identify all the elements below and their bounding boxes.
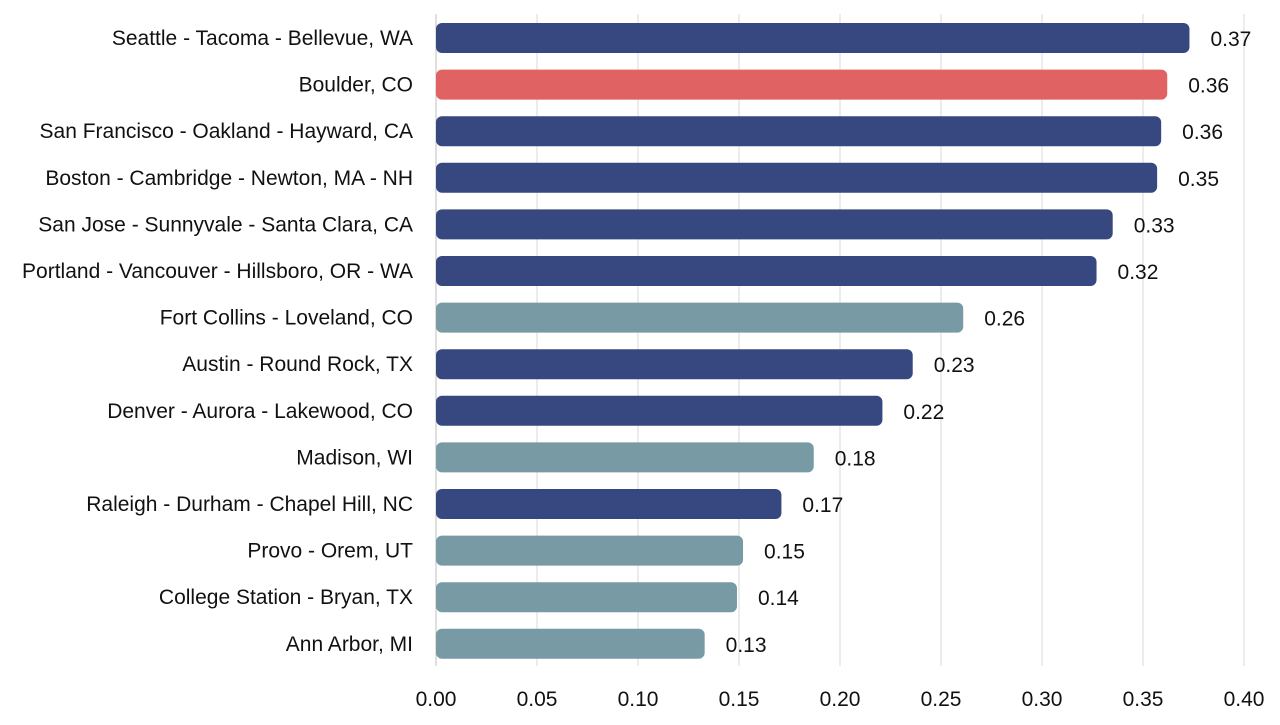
data-label: 0.23 bbox=[934, 354, 975, 377]
bar bbox=[436, 23, 1190, 53]
category-label: San Francisco - Oakland - Hayward, CA bbox=[40, 120, 413, 143]
bar bbox=[436, 116, 1162, 147]
category-label: Portland - Vancouver - Hillsboro, OR - W… bbox=[22, 260, 413, 283]
x-tick-label: 0.15 bbox=[719, 688, 760, 711]
bar bbox=[436, 489, 782, 519]
category-label: Provo - Orem, UT bbox=[247, 540, 413, 563]
category-label: Raleigh - Durham - Chapel Hill, NC bbox=[86, 493, 413, 516]
category-label: Austin - Round Rock, TX bbox=[182, 353, 413, 376]
bar bbox=[436, 256, 1097, 286]
category-labels: Seattle - Tacoma - Bellevue, WA Boulder, … bbox=[22, 27, 413, 656]
data-label: 0.33 bbox=[1134, 214, 1175, 237]
data-label: 0.14 bbox=[758, 587, 799, 610]
bar bbox=[436, 209, 1113, 240]
category-label: Madison, WI bbox=[296, 446, 413, 469]
x-tick-label: 0.30 bbox=[1022, 688, 1063, 711]
bar bbox=[436, 628, 705, 659]
x-axis-ticks: 0.00 0.05 0.10 0.15 0.20 0.25 0.30 0.35 0.40 bbox=[416, 688, 1265, 711]
data-label: 0.35 bbox=[1178, 168, 1219, 191]
category-label: Seattle - Tacoma - Bellevue, WA bbox=[112, 27, 413, 50]
bar bbox=[436, 582, 737, 613]
data-label: 0.26 bbox=[984, 308, 1025, 331]
bars bbox=[436, 23, 1190, 659]
data-label: 0.15 bbox=[764, 541, 805, 564]
category-label: Ann Arbor, MI bbox=[286, 633, 413, 656]
data-label: 0.17 bbox=[802, 494, 843, 517]
x-tick-label: 0.40 bbox=[1224, 688, 1265, 711]
data-label: 0.36 bbox=[1182, 121, 1223, 144]
bar bbox=[436, 442, 814, 473]
category-label: Denver - Aurora - Lakewood, CO bbox=[107, 400, 413, 423]
x-tick-label: 0.25 bbox=[921, 688, 962, 711]
data-label: 0.37 bbox=[1210, 28, 1251, 51]
category-label: College Station - Bryan, TX bbox=[159, 586, 413, 609]
category-label: Boston - Cambridge - Newton, MA - NH bbox=[45, 167, 413, 190]
bar bbox=[436, 302, 964, 333]
bar bbox=[436, 395, 883, 426]
x-tick-label: 0.20 bbox=[820, 688, 861, 711]
x-tick-label: 0.05 bbox=[517, 688, 558, 711]
bar bbox=[436, 535, 744, 566]
category-label: San Jose - Sunnyvale - Santa Clara, CA bbox=[38, 213, 413, 236]
data-label: 0.18 bbox=[835, 447, 876, 470]
bar bbox=[436, 349, 913, 380]
data-label: 0.36 bbox=[1188, 75, 1229, 98]
bar bbox=[436, 162, 1158, 193]
value-labels: 0.37 0.36 0.36 0.350.33 0.32 0.26 0.23 0.22 0.18… bbox=[726, 28, 1252, 657]
x-tick-label: 0.10 bbox=[618, 688, 659, 711]
grid-lines bbox=[435, 14, 1245, 666]
category-label: Boulder, CO bbox=[299, 74, 413, 97]
bar bbox=[436, 69, 1168, 100]
data-label: 0.32 bbox=[1118, 261, 1159, 284]
category-label: Fort Collins - Loveland, CO bbox=[160, 307, 413, 330]
data-label: 0.13 bbox=[726, 634, 767, 657]
x-tick-label: 0.00 bbox=[416, 688, 457, 711]
x-tick-label: 0.35 bbox=[1123, 688, 1164, 711]
data-label: 0.22 bbox=[903, 401, 944, 424]
